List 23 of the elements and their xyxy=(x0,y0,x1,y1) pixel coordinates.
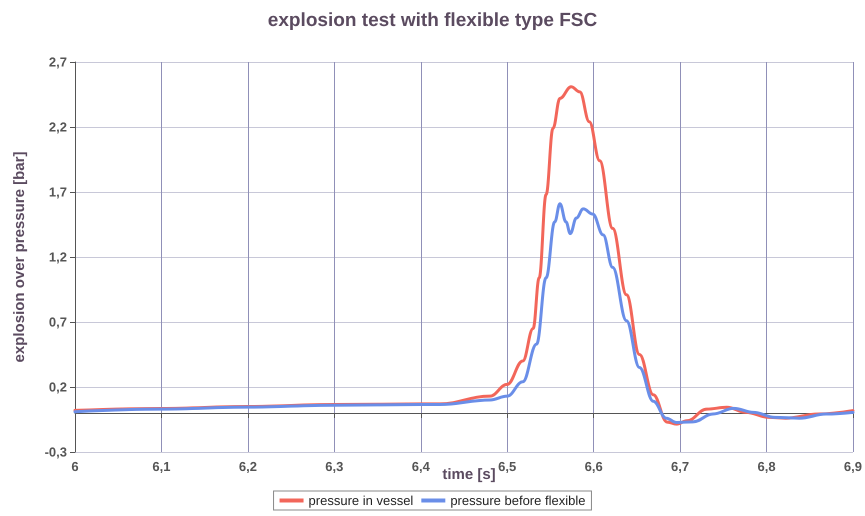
y-tick-label: -0,3 xyxy=(44,444,67,460)
x-tick-label: 6,1 xyxy=(152,459,170,474)
y-tick-label: 1,2 xyxy=(48,250,67,264)
chart-title: explosion test with flexible type FSC xyxy=(268,10,598,31)
line-series xyxy=(74,202,854,424)
legend-label: pressure in vessel xyxy=(308,493,414,508)
y-tick-label: 0,2 xyxy=(48,380,67,394)
x-tick-label: 6 xyxy=(71,459,79,474)
y-tick-label: 2,7 xyxy=(48,54,67,70)
x-tick-label: 6,7 xyxy=(671,459,690,474)
y-tick-label: 1,7 xyxy=(48,184,67,200)
legend-label: pressure before flexible xyxy=(450,493,586,508)
x-tick-label: 6,8 xyxy=(757,459,776,474)
y-tick-label: 0,7 xyxy=(48,314,67,330)
x-tick-label: 6,9 xyxy=(844,459,862,474)
x-tick-label: 6,5 xyxy=(498,459,516,474)
x-tick-label: 6,3 xyxy=(325,459,344,474)
x-axis-title: time [s] xyxy=(442,466,496,483)
y-axis-title: explosion over pressure [bar] xyxy=(11,152,28,362)
x-tick-label: 6,6 xyxy=(584,459,603,474)
y-tick-label: 2,2 xyxy=(48,120,67,134)
x-tick-label: 6,4 xyxy=(412,459,431,474)
x-tick-label: 6,2 xyxy=(238,459,257,474)
